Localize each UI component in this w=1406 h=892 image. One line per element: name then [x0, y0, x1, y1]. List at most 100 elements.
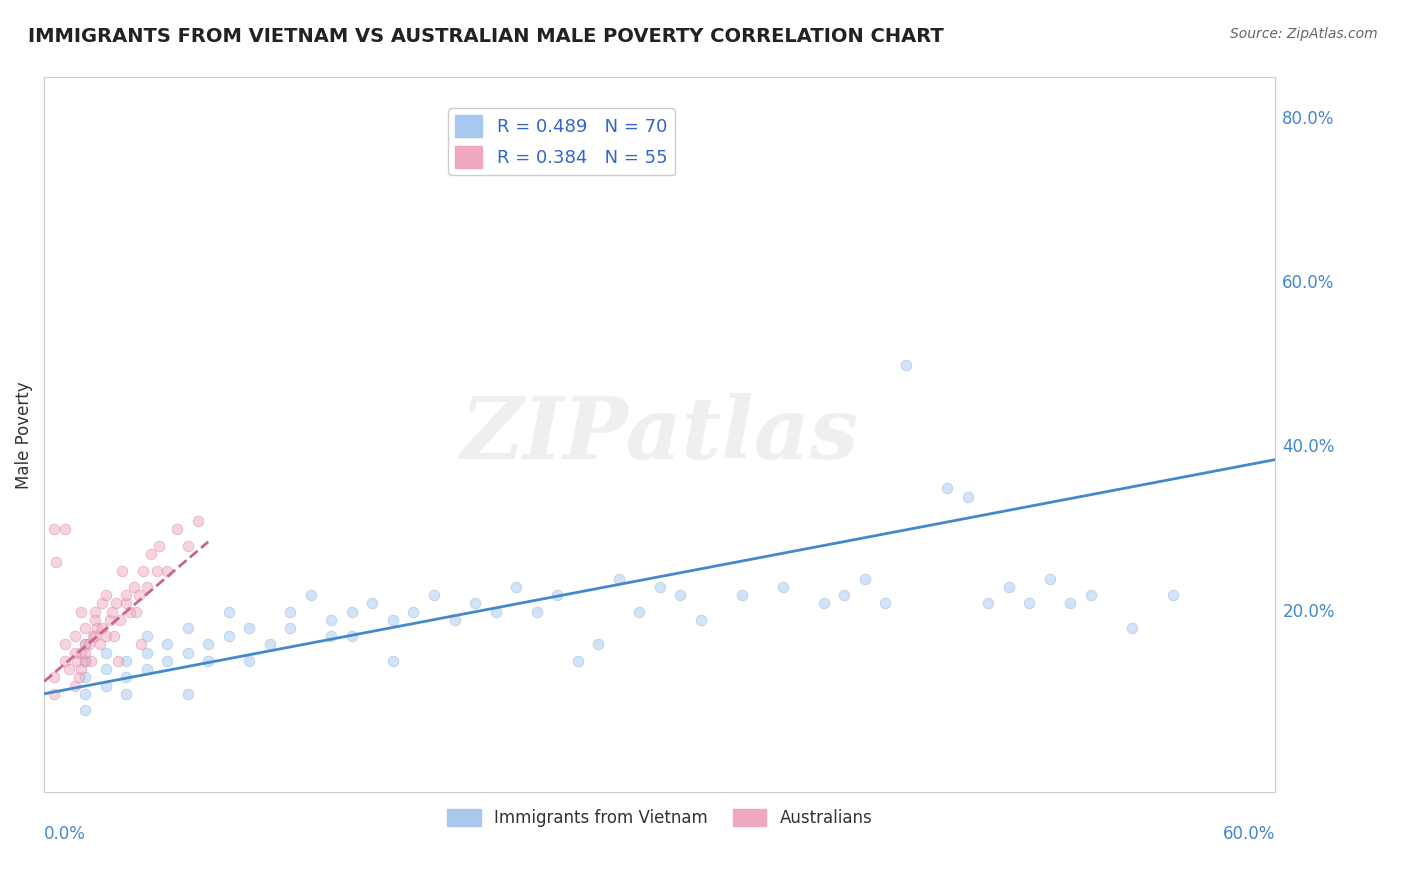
- Point: [505, 580, 527, 594]
- Text: Source: ZipAtlas.com: Source: ZipAtlas.com: [1230, 27, 1378, 41]
- Point: [484, 605, 506, 619]
- Point: [464, 596, 486, 610]
- Point: [94, 588, 117, 602]
- Text: IMMIGRANTS FROM VIETNAM VS AUSTRALIAN MALE POVERTY CORRELATION CHART: IMMIGRANTS FROM VIETNAM VS AUSTRALIAN MA…: [28, 27, 943, 45]
- Point: [238, 621, 260, 635]
- Point: [813, 596, 835, 610]
- Point: [94, 662, 117, 676]
- Point: [1059, 596, 1081, 610]
- Point: [63, 679, 86, 693]
- Point: [75, 703, 97, 717]
- Point: [689, 613, 711, 627]
- Point: [115, 687, 138, 701]
- Legend: Immigrants from Vietnam, Australians: Immigrants from Vietnam, Australians: [440, 803, 879, 834]
- Point: [75, 687, 97, 701]
- Y-axis label: Male Poverty: Male Poverty: [15, 381, 32, 489]
- Text: 40.0%: 40.0%: [1282, 438, 1334, 456]
- Point: [218, 605, 240, 619]
- Point: [402, 605, 425, 619]
- Point: [45, 555, 67, 569]
- Point: [115, 670, 138, 684]
- Point: [125, 605, 148, 619]
- Point: [586, 638, 609, 652]
- Point: [340, 629, 363, 643]
- Point: [70, 646, 93, 660]
- Point: [135, 629, 157, 643]
- Point: [187, 514, 209, 528]
- Point: [44, 687, 66, 701]
- Point: [177, 646, 200, 660]
- Point: [53, 638, 76, 652]
- Point: [66, 654, 89, 668]
- Point: [361, 596, 384, 610]
- Point: [111, 564, 134, 578]
- Point: [381, 654, 404, 668]
- Point: [44, 670, 66, 684]
- Point: [108, 613, 131, 627]
- Point: [86, 621, 108, 635]
- Point: [166, 523, 188, 537]
- Point: [84, 613, 107, 627]
- Text: 60.0%: 60.0%: [1223, 824, 1275, 843]
- Point: [772, 580, 794, 594]
- Point: [94, 646, 117, 660]
- Point: [381, 613, 404, 627]
- Point: [443, 613, 465, 627]
- Point: [423, 588, 446, 602]
- Point: [280, 605, 302, 619]
- Point: [177, 687, 200, 701]
- Point: [628, 605, 651, 619]
- Point: [124, 580, 146, 594]
- Point: [607, 572, 630, 586]
- Text: 60.0%: 60.0%: [1282, 274, 1334, 292]
- Point: [997, 580, 1019, 594]
- Point: [63, 646, 86, 660]
- Point: [321, 613, 343, 627]
- Point: [131, 564, 153, 578]
- Point: [177, 621, 200, 635]
- Point: [139, 547, 162, 561]
- Point: [177, 539, 200, 553]
- Point: [156, 564, 179, 578]
- Point: [58, 662, 80, 676]
- Point: [936, 481, 959, 495]
- Point: [104, 596, 127, 610]
- Point: [67, 670, 90, 684]
- Point: [156, 638, 179, 652]
- Point: [669, 588, 692, 602]
- Point: [75, 670, 97, 684]
- Point: [70, 605, 93, 619]
- Point: [128, 588, 150, 602]
- Point: [156, 654, 179, 668]
- Point: [853, 572, 876, 586]
- Point: [115, 654, 138, 668]
- Point: [956, 490, 979, 504]
- Point: [115, 588, 138, 602]
- Point: [120, 605, 142, 619]
- Text: 0.0%: 0.0%: [44, 824, 86, 843]
- Point: [103, 629, 125, 643]
- Text: ZIPatlas: ZIPatlas: [461, 393, 859, 476]
- Point: [238, 654, 260, 668]
- Point: [53, 654, 76, 668]
- Text: 80.0%: 80.0%: [1282, 110, 1334, 128]
- Point: [1039, 572, 1062, 586]
- Point: [75, 654, 97, 668]
- Point: [84, 629, 107, 643]
- Point: [75, 638, 97, 652]
- Point: [321, 629, 343, 643]
- Point: [648, 580, 671, 594]
- Point: [148, 539, 170, 553]
- Text: 20.0%: 20.0%: [1282, 603, 1334, 621]
- Point: [259, 638, 281, 652]
- Point: [135, 646, 157, 660]
- Point: [1121, 621, 1143, 635]
- Point: [1018, 596, 1040, 610]
- Point: [1080, 588, 1102, 602]
- Point: [53, 523, 76, 537]
- Point: [197, 638, 219, 652]
- Point: [567, 654, 589, 668]
- Point: [75, 621, 97, 635]
- Point: [94, 629, 117, 643]
- Point: [218, 629, 240, 643]
